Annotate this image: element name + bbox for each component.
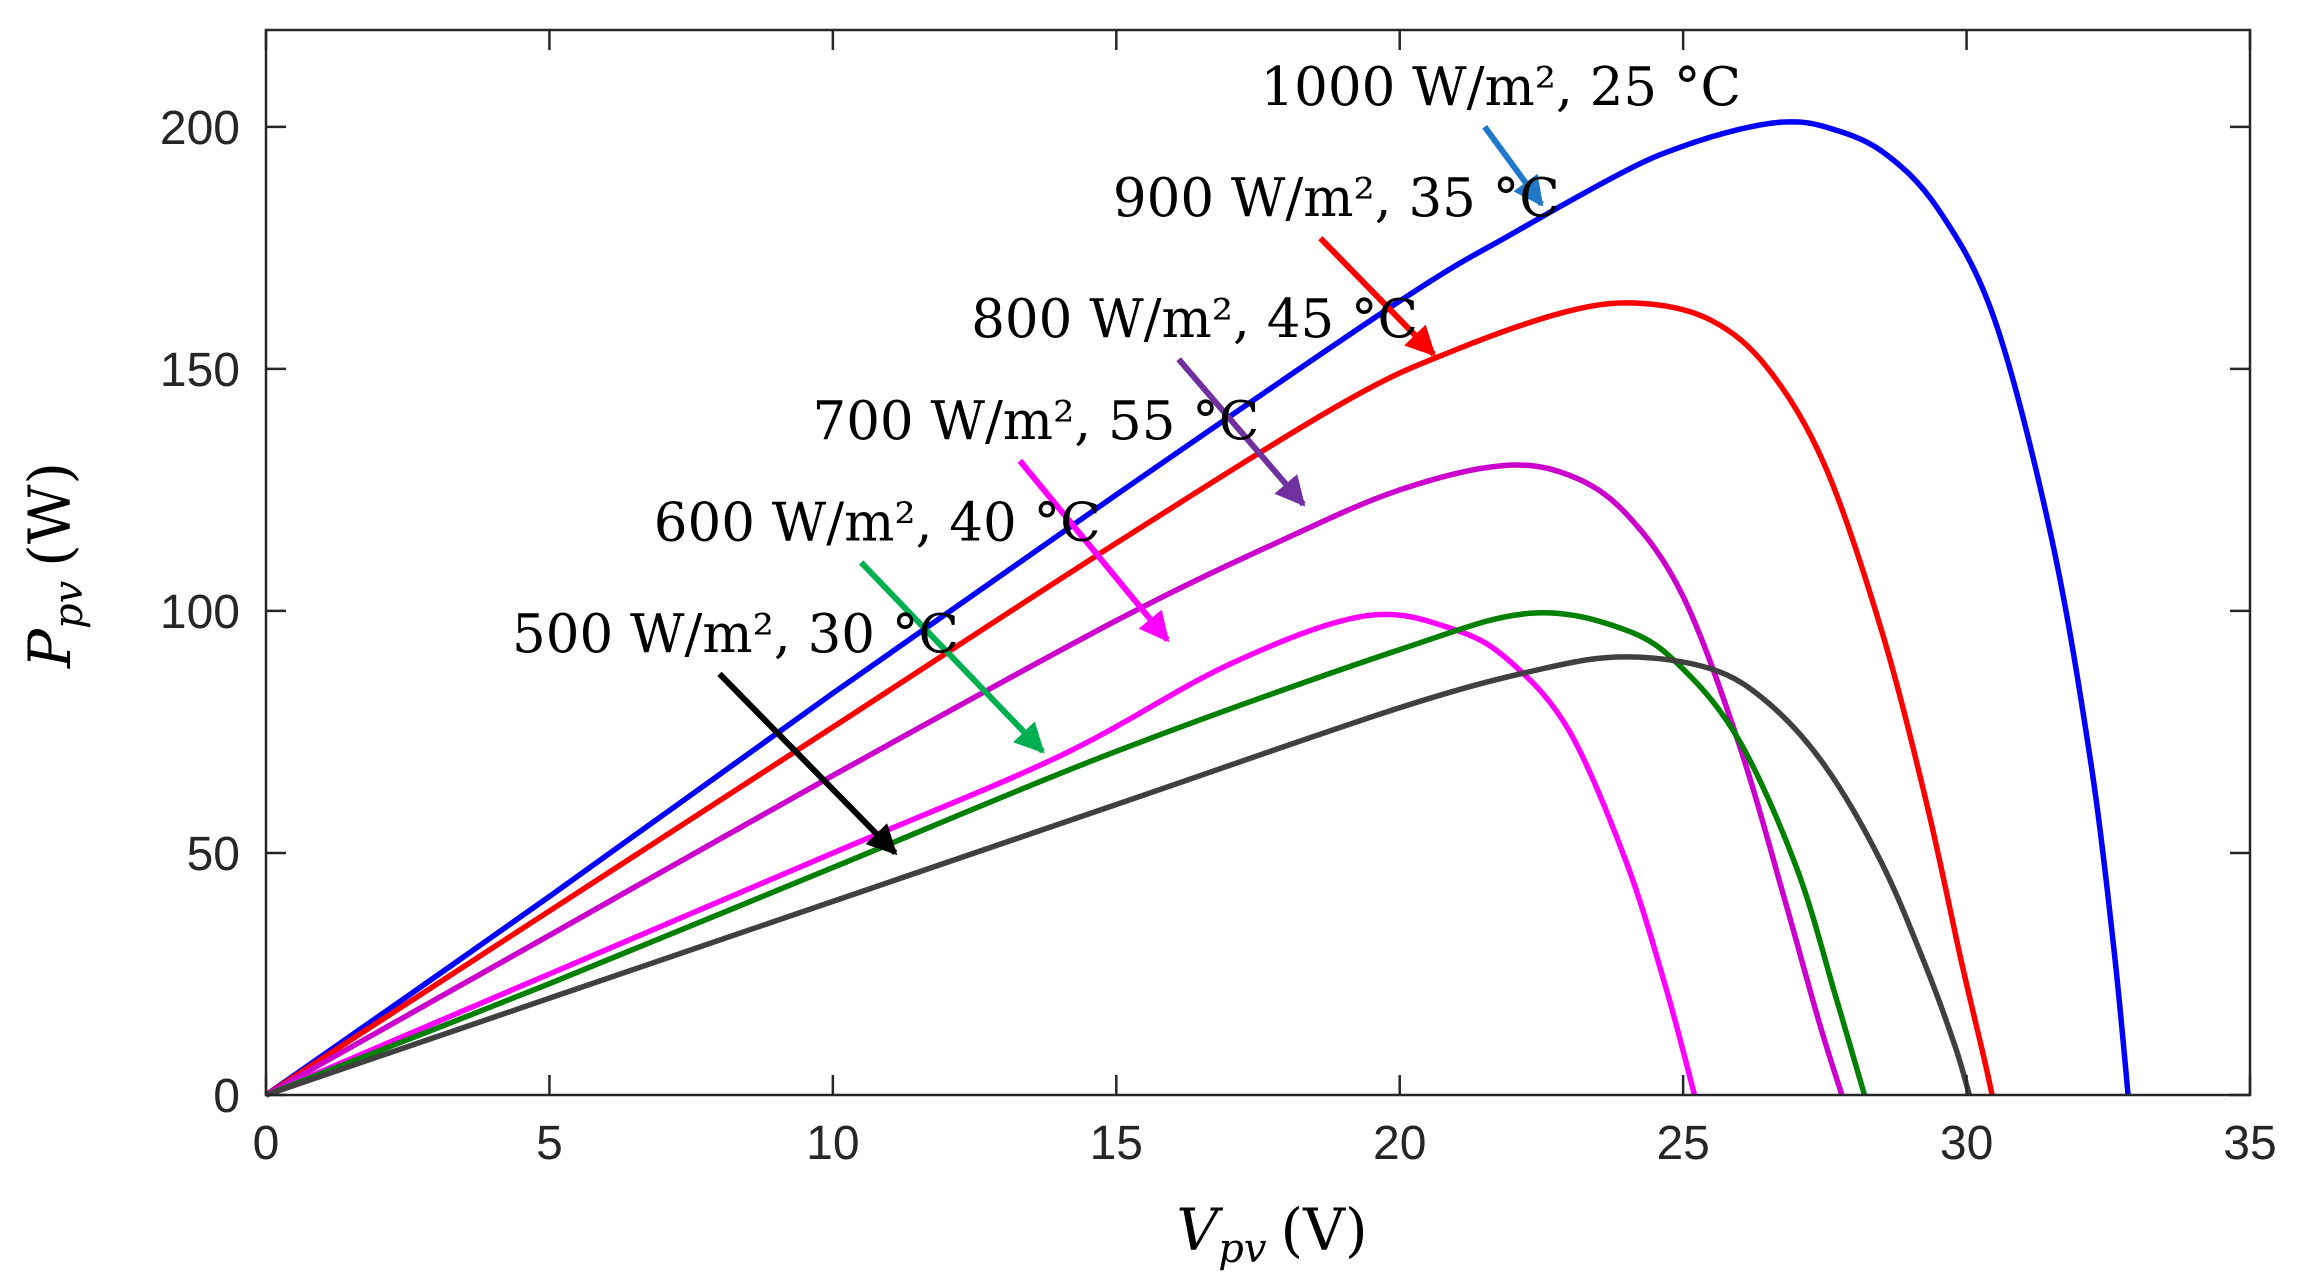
series-line-1 [264,300,1995,1098]
annotation-arrow-4 [859,560,1045,754]
annotation-label-5: 500 W/m², 30 °C [512,604,959,665]
axes-layer: 0 5 10 15 20 25 30 35 0 50 100 150 200 [160,28,2277,1170]
y-tick-label: 200 [160,102,240,155]
y-tick-label: 150 [160,344,240,397]
annotation-label-0: 1000 W/m², 25 °C [1260,57,1741,118]
series-line-0 [264,119,2131,1098]
annotation-label-2: 800 W/m², 45 °C [971,289,1418,350]
annotation-label-1: 900 W/m², 35 °C [1113,168,1560,229]
x-tick-label: 35 [2223,1117,2276,1170]
x-tick-label: 20 [1373,1117,1426,1170]
series-line-5 [265,654,1973,1098]
series-line-3 [264,611,1698,1098]
annotation-arrow-5 [717,671,898,856]
x-tick-label: 0 [253,1117,280,1170]
annotation-label-3: 700 W/m², 55 °C [812,391,1259,452]
annotation-arrow-2 [1176,357,1306,507]
series-line-2 [264,462,1845,1098]
annotation-arrow-0 [1482,125,1544,207]
x-tick-label: 5 [536,1117,563,1170]
x-tick-label: 10 [806,1117,859,1170]
annotation-arrow-1 [1318,236,1436,357]
annotation-layer: 1000 W/m², 25 °C 900 W/m², 35 °C 800 W/m²,… [512,57,1741,856]
series-line-4 [264,609,1868,1098]
plot-frame [264,28,2252,1097]
annotation-arrow-3 [1017,458,1170,643]
y-tick-label: 100 [160,586,240,639]
y-tick-label: 0 [213,1070,240,1123]
x-axis-title: Vpv (V) [1176,1196,1367,1272]
x-tick-label: 15 [1090,1117,1143,1170]
x-tick-label: 30 [1940,1117,1993,1170]
annotation-label-4: 600 W/m², 40 °C [654,493,1101,554]
x-tick-label: 25 [1656,1117,1709,1170]
y-axis-title: Ppv(W) [16,462,92,669]
series-layer [264,119,2131,1098]
y-tick-label: 50 [187,828,240,881]
